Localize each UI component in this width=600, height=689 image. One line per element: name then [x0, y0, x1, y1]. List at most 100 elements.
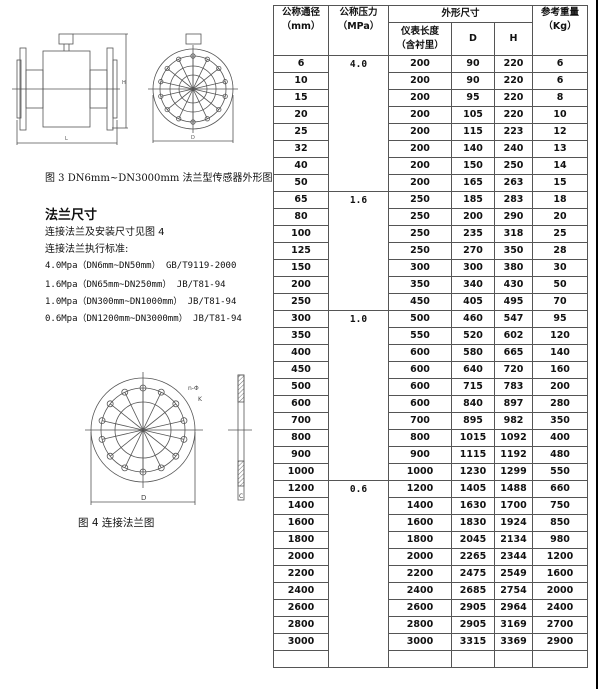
cell-dn: 600 [273, 395, 329, 413]
header-dn: 公称通径 （mm） [273, 5, 329, 56]
cell-weight: 8 [532, 89, 588, 107]
cell-d [451, 650, 495, 668]
spoke-line [109, 403, 144, 431]
cell-dn: 200 [273, 276, 329, 294]
spoke-line [142, 429, 185, 440]
cell-h: 220 [494, 55, 533, 73]
cell-weight: 2700 [532, 616, 588, 634]
cell-length: 500 [388, 310, 452, 328]
cell-h: 3369 [494, 633, 533, 651]
cell-weight: 95 [532, 310, 588, 328]
cell-d: 340 [451, 276, 495, 294]
bolt-hole [157, 388, 165, 396]
cell-dn: 1200 [273, 480, 329, 498]
cell-h: 250 [494, 157, 533, 175]
cell-length: 300 [388, 259, 452, 277]
cell-length: 200 [388, 106, 452, 124]
spoke-line [109, 429, 144, 457]
cell-weight: 14 [532, 157, 588, 175]
cell-h: 495 [494, 293, 533, 311]
bolt-hole [106, 400, 114, 408]
cell-dn: 2000 [273, 548, 329, 566]
header-length: 仪表长度 （含衬里） [388, 22, 452, 56]
cell-length [388, 650, 452, 668]
cell-length: 200 [388, 55, 452, 73]
cell-dn: 1400 [273, 497, 329, 515]
cell-h: 2964 [494, 599, 533, 617]
cell-d: 895 [451, 412, 495, 430]
table-row: 400 600 580 665 140 [273, 344, 588, 362]
cell-d: 405 [451, 293, 495, 311]
figure3-drawing: H L D [12, 33, 238, 145]
cell-length: 1200 [388, 480, 452, 498]
cell-pressure: 4.0 [328, 55, 389, 192]
cell-dn: 150 [273, 259, 329, 277]
cell-length: 2000 [388, 548, 452, 566]
cell-dn: 15 [273, 89, 329, 107]
sensor-side-view: H L [12, 33, 128, 145]
cell-h: 897 [494, 395, 533, 413]
header-h: H [494, 22, 533, 56]
cell-weight: 1200 [532, 548, 588, 566]
cell-weight: 480 [532, 446, 588, 464]
cell-d: 2905 [451, 599, 495, 617]
cell-h: 283 [494, 191, 533, 209]
spoke-line [142, 391, 162, 431]
table-row: 50 200 165 263 15 [273, 174, 588, 192]
flange-dimension-table: 公称通径 （mm） 公称压力 （MPa） 外形尺寸 参考重量 （Kg） 仪表长度 （含衬… [273, 5, 588, 668]
cell-d: 150 [451, 157, 495, 175]
spoke-line [124, 429, 144, 469]
cell-weight: 160 [532, 361, 588, 379]
cell-weight: 1600 [532, 565, 588, 583]
spoke-line [166, 88, 194, 110]
bolt-hole [164, 106, 170, 113]
table-row: 350 550 520 602 120 [273, 327, 588, 345]
spoke-line [192, 68, 220, 90]
cell-weight: 400 [532, 429, 588, 447]
standard-line: 1.6Mpa（DN65mm~DN250mm） JB/T81-94 [45, 280, 226, 290]
cell-h: 263 [494, 174, 533, 192]
table-row: 600 600 840 897 280 [273, 395, 588, 413]
cell-length: 550 [388, 327, 452, 345]
cell-d: 90 [451, 55, 495, 73]
cell-length: 200 [388, 72, 452, 90]
cell-h: 665 [494, 344, 533, 362]
cell-length: 350 [388, 276, 452, 294]
cell-weight: 850 [532, 514, 588, 532]
cell-d: 2905 [451, 616, 495, 634]
spoke-line [142, 403, 177, 431]
bolt-hole [164, 65, 170, 72]
table-row: 6 4.0 200 90 220 6 [273, 55, 588, 192]
cell-weight: 10 [532, 106, 588, 124]
cell-d: 270 [451, 242, 495, 260]
cell-h: 380 [494, 259, 533, 277]
spoke-line [192, 59, 208, 90]
cell-weight: 2900 [532, 633, 588, 651]
cell-weight: 70 [532, 293, 588, 311]
figure3-caption: 图 3 DN6mm~DN3000mm 法兰型传感器外形图 [45, 173, 273, 184]
bolt-hole [157, 464, 165, 472]
cell-d: 2475 [451, 565, 495, 583]
standard-line: 0.6Mpa（DN1200mm~DN3000mm） JB/T81-94 [45, 314, 242, 324]
table-row: 20 200 105 220 10 [273, 106, 588, 124]
cell-weight: 20 [532, 208, 588, 226]
standard-line: 1.0Mpa（DN300mm~DN1000mm） JB/T81-94 [45, 297, 237, 307]
table-row: 1600 1600 1830 1924 850 [273, 514, 588, 532]
spoke-line [178, 88, 194, 119]
cell-length: 200 [388, 140, 452, 158]
cell-h: 1092 [494, 429, 533, 447]
cell-h: 350 [494, 242, 533, 260]
cell-weight: 120 [532, 327, 588, 345]
cell-length: 250 [388, 191, 452, 209]
pitch-label: K [198, 396, 203, 403]
cell-weight: 2000 [532, 582, 588, 600]
cell-h: 223 [494, 123, 533, 141]
bolt-hole [222, 93, 228, 99]
cell-pressure: 1.0 [328, 310, 389, 481]
table-row: 500 600 715 783 200 [273, 378, 588, 396]
cell-weight: 6 [532, 55, 588, 73]
holes-label: n-Φ [188, 385, 199, 392]
flange-front-view: D n-Φ K [85, 372, 203, 505]
table-row: 15 200 95 220 8 [273, 89, 588, 107]
table-row: 450 600 640 720 160 [273, 361, 588, 379]
